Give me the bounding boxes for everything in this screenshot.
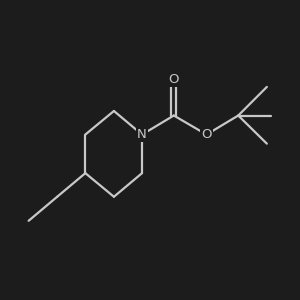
Text: O: O [169, 73, 179, 86]
Text: N: N [137, 128, 147, 141]
Text: O: O [201, 128, 212, 141]
